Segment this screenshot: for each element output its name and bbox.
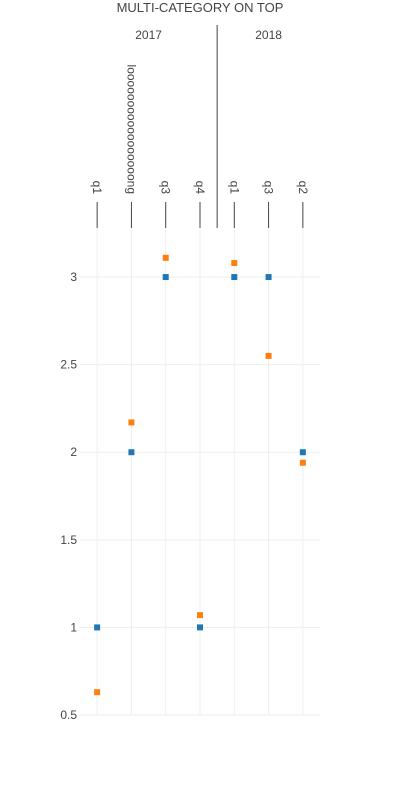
data-point: [299, 449, 306, 456]
grid-layer: [80, 228, 320, 716]
data-point: [231, 274, 238, 281]
chart-title: MULTI-CATEGORY ON TOP: [117, 0, 284, 15]
marker-layer: [94, 254, 306, 696]
y-tick-label: 1: [70, 620, 77, 634]
data-point: [231, 260, 238, 267]
y-tick-label: 2.5: [60, 358, 77, 372]
x-tick-label: q3: [262, 181, 276, 195]
y-tick-label: 0.5: [60, 708, 77, 722]
data-point: [128, 449, 135, 456]
x-tick-label: q1: [227, 181, 241, 195]
y-tick-label: 3: [70, 270, 77, 284]
data-point: [197, 624, 203, 631]
x-tick-label: q2: [296, 181, 310, 195]
y-tick-label: 1.5: [60, 533, 77, 547]
data-point: [94, 624, 101, 631]
y-tick-label: 2: [70, 445, 77, 459]
data-point: [94, 689, 101, 696]
data-point: [162, 254, 169, 261]
x-tick-label: q4: [193, 181, 207, 195]
data-point: [162, 274, 169, 281]
x-tick-label: looooooooooooooooong: [124, 65, 138, 194]
data-point: [197, 612, 203, 619]
x-tick-label: q3: [159, 181, 173, 195]
axis-layer: 0.5 1 1.5 2 2.5 3 q1 looooooooooooooooong q3 q4 q1…: [60, 25, 310, 722]
data-point: [299, 459, 306, 466]
x-tick-label: q1: [90, 181, 104, 195]
x-group-label: 2018: [255, 28, 282, 42]
data-point: [265, 352, 272, 359]
data-point: [265, 274, 272, 281]
x-group-label: 2017: [135, 28, 162, 42]
data-point: [128, 419, 135, 426]
